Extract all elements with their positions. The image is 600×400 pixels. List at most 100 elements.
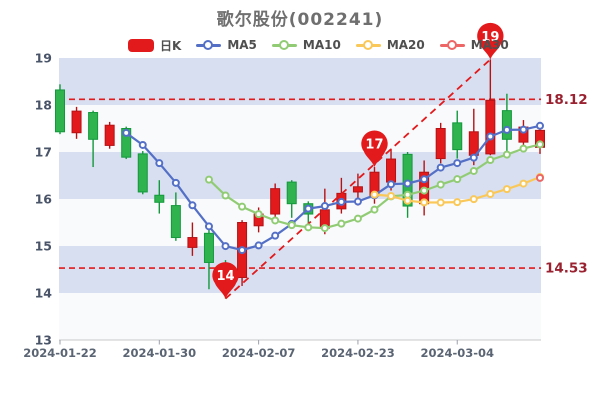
ma-point-marker [436, 163, 445, 172]
ma20-legend-marker-icon [355, 39, 381, 52]
legend-item-ma20[interactable]: MA20 [355, 38, 425, 52]
chart-legend: 日K MA5 MA10 MA20 MA30 [128, 36, 524, 54]
x-axis: 2024-01-22 2024-01-30 2024-02-07 2024-02-23… [23, 339, 541, 360]
ma-line-ma30 [536, 173, 544, 182]
candle-body [55, 89, 65, 133]
ma-point-marker [420, 198, 429, 207]
ma-point-marker [420, 186, 429, 195]
level-price-label: 14.53 [545, 261, 588, 277]
ma-point-marker [469, 153, 478, 162]
legend-item-日k[interactable]: 日K [128, 37, 181, 54]
candle-body [170, 205, 181, 239]
legend-label: MA20 [386, 38, 425, 52]
candle-body [154, 194, 165, 203]
ma-point-marker [238, 202, 247, 211]
ma-line-ma20 [370, 173, 544, 207]
ma-point-marker [320, 224, 329, 233]
x-axis-label: 2024-02-23 [321, 346, 395, 360]
ma-point-marker [486, 132, 495, 141]
pin-balloon-icon [477, 22, 504, 60]
ma-point-marker [502, 150, 511, 159]
plot-band-row [59, 105, 541, 152]
ma-point-marker [486, 190, 495, 199]
plot-band-row [59, 246, 541, 293]
legend-label: 日K [160, 38, 182, 53]
ma-point-marker [337, 197, 346, 206]
page-title: 歌尔股份(002241) [216, 10, 384, 30]
candle-body [203, 232, 214, 263]
ma-point-marker [486, 155, 495, 164]
plot-bands [59, 58, 541, 340]
candle [71, 106, 82, 139]
legend-item-ma30[interactable]: MA30 [439, 38, 509, 52]
y-axis-label: 14 [35, 286, 53, 301]
x-axis-label: 2024-01-22 [23, 346, 97, 360]
ma-point-marker [519, 144, 528, 153]
candle [170, 192, 181, 241]
plot-band-row [59, 293, 541, 340]
candle-body [104, 124, 115, 146]
pin-balloon-icon [212, 262, 239, 299]
candle [270, 183, 281, 219]
ma-point-marker [536, 140, 544, 149]
ma-point-marker [403, 179, 412, 188]
ma-point-marker [453, 175, 462, 184]
ma-point-marker [370, 190, 379, 199]
ma30-legend-marker-icon [439, 39, 465, 52]
ma-point-marker [536, 121, 544, 130]
legend-label: MA10 [302, 38, 341, 52]
ma10-legend-marker-icon [271, 39, 297, 52]
price-level-lines [59, 98, 541, 269]
legend-item-ma5[interactable]: MA5 [196, 38, 257, 52]
ma-point-marker [403, 196, 412, 205]
candle [286, 180, 297, 218]
y-axis-label: 18 [35, 98, 52, 113]
y-axis-label: 17 [35, 145, 52, 160]
ma-point-marker [320, 202, 329, 211]
ma-point-marker [287, 221, 296, 230]
pin-balloon-icon [361, 130, 388, 168]
candle [88, 110, 99, 168]
plot-band-row [59, 58, 541, 105]
ma-point-marker [254, 241, 263, 250]
ma-point-marker [188, 201, 197, 210]
pin-label: 19 [481, 30, 499, 45]
candle [55, 84, 65, 135]
y-axis-label: 15 [35, 239, 52, 254]
ma-point-marker [536, 173, 544, 182]
candle [104, 121, 115, 149]
ma-point-marker [221, 191, 230, 200]
ma-point-marker [519, 125, 528, 134]
candle-body [121, 128, 132, 158]
candle [187, 222, 198, 256]
x-axis-label: 2024-03-04 [420, 346, 494, 360]
legend-item-ma10[interactable]: MA10 [271, 38, 341, 52]
ma-point-marker [502, 185, 511, 194]
ma-point-marker [254, 210, 263, 219]
candle-body [435, 128, 446, 160]
ma-point-marker [337, 219, 346, 228]
candle-body [485, 99, 496, 155]
ma-point-marker [453, 159, 462, 168]
pin-marker-19: 19 [477, 22, 504, 60]
x-axis-label: 2024-01-30 [123, 346, 197, 360]
candle [435, 122, 446, 164]
ma-point-marker [204, 175, 213, 184]
legend-label: MA5 [227, 38, 257, 52]
ma-point-marker [387, 191, 396, 200]
pin-marker-14: 14 [212, 262, 239, 299]
candle-body [501, 110, 512, 140]
ma-point-marker [271, 216, 280, 225]
y-axis-label: 19 [35, 51, 52, 66]
candle-body [352, 186, 363, 193]
ma-point-marker [171, 178, 180, 187]
ma-point-marker [420, 175, 429, 184]
ma-point-marker [304, 204, 313, 213]
ma-point-marker [469, 166, 478, 175]
ma-point-marker [353, 197, 362, 206]
ma-point-marker [221, 242, 230, 251]
candle [452, 110, 463, 159]
y-axis-label: 13 [35, 333, 52, 348]
